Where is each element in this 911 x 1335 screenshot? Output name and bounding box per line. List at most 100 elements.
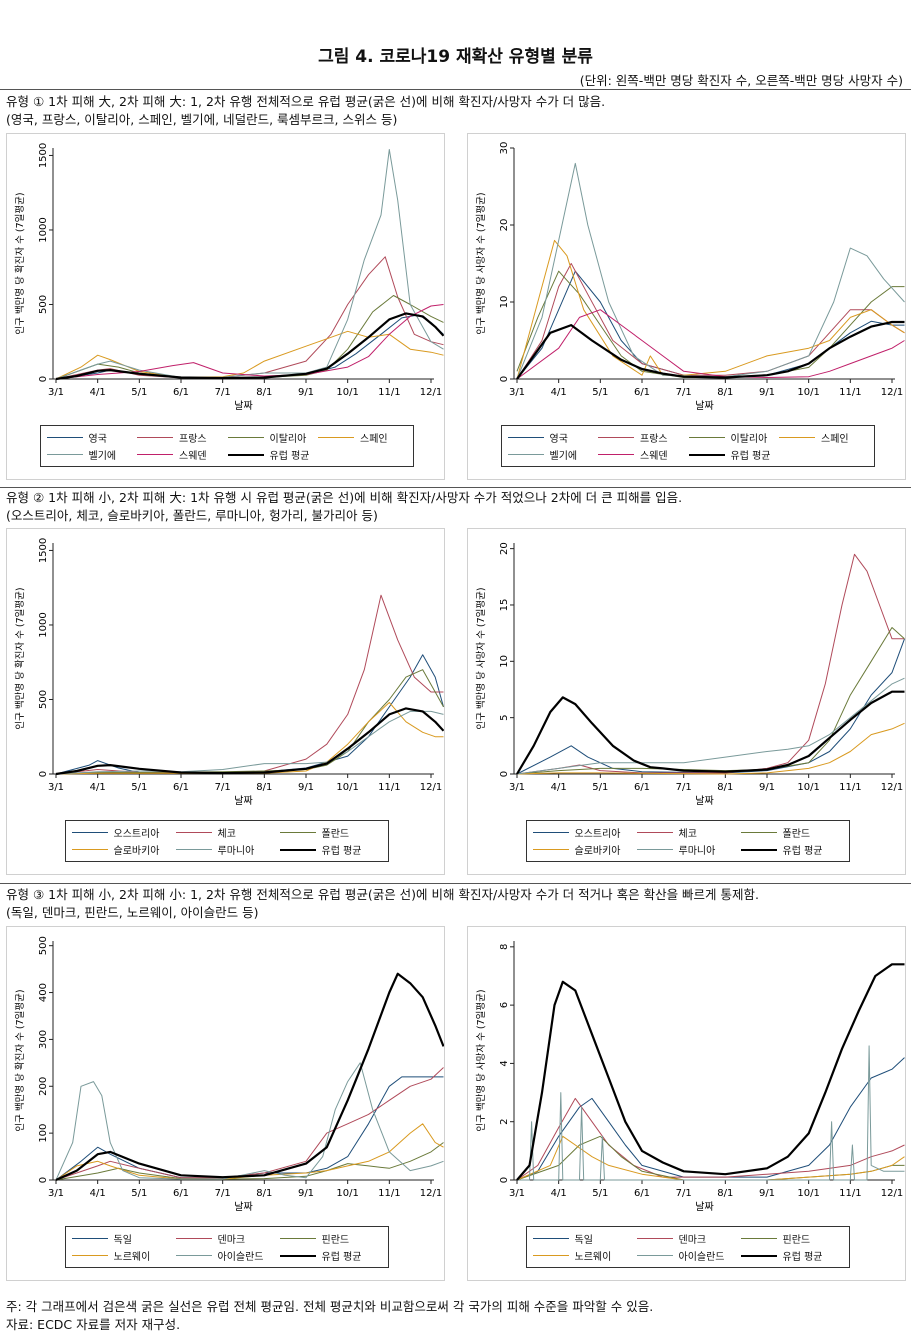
legend-item: 영국 xyxy=(507,430,568,445)
y-axis-label: 인구 백만명 당 사망자 수 (7일평균) xyxy=(476,587,487,729)
chart-svg: 0 500 1000 1500 인구 백만명 당 확진자 수 (7일평균) 3/1 4/1 5… xyxy=(14,143,445,412)
legend-swatch xyxy=(71,849,108,850)
x-tick-label: 12/1 xyxy=(420,1188,442,1199)
section-3-text-2: (독일, 덴마크, 핀란드, 노르웨이, 아이슬란드 등) xyxy=(6,905,259,920)
legend-label: 핀란드 xyxy=(782,1235,811,1246)
legend-label: 유럽 평균 xyxy=(269,451,310,462)
legend-item: 핀란드 xyxy=(740,1231,811,1246)
x-tick-label: 7/1 xyxy=(676,387,692,398)
legend-swatch xyxy=(279,1254,316,1257)
legend-swatch xyxy=(279,848,316,851)
y-axis-label: 인구 백만명 당 사망자 수 (7일평균) xyxy=(476,989,487,1131)
series-line-체코 xyxy=(55,594,444,775)
y-tick-label: 1000 xyxy=(38,217,49,242)
legend-item: 유럽 평균 xyxy=(227,447,310,462)
legend-label: 스페인 xyxy=(821,434,849,445)
chart-legend: 오스트리아 체코 폴란드 슬로바키아 루마니아 유럽 평균 xyxy=(525,820,850,862)
x-tick-label: 8/1 xyxy=(256,387,272,398)
y-tick-label: 500 xyxy=(38,936,49,955)
x-tick-label: 9/1 xyxy=(298,782,314,793)
y-tick-label: 400 xyxy=(38,983,49,1002)
x-tick-label: 8/1 xyxy=(717,782,733,793)
legend-label: 벨기에 xyxy=(549,451,578,462)
series-line-루마니아 xyxy=(55,710,444,775)
legend-item: 프랑스 xyxy=(598,430,668,445)
legend-item: 유럽 평균 xyxy=(740,1248,822,1263)
legend-item: 폴란드 xyxy=(740,825,810,840)
legend-label: 이탈리아 xyxy=(730,434,768,445)
legend-swatch xyxy=(227,453,264,456)
legend-label: 체코 xyxy=(217,829,236,840)
legend-item: 이탈리아 xyxy=(227,430,306,445)
unit-note: (단위: 왼쪽-백만 명당 확진자 수, 오른쪽-백만 명당 사망자 수) xyxy=(579,73,903,88)
legend-label: 덴마크 xyxy=(678,1235,707,1246)
legend-swatch xyxy=(318,437,354,438)
legend-label: 유럽 평균 xyxy=(730,451,771,462)
y-tick-label: 8 xyxy=(499,944,510,950)
legend-item: 체코 xyxy=(175,825,236,840)
series-line-오스트리아 xyxy=(516,638,905,775)
x-axis-label: 날짜 xyxy=(234,1201,252,1213)
x-tick-label: 10/1 xyxy=(336,1188,358,1199)
x-tick-label: 7/1 xyxy=(215,782,231,793)
y-tick-label: 2 xyxy=(499,1119,510,1125)
x-tick-label: 4/1 xyxy=(551,782,567,793)
legend-item: 스웨덴 xyxy=(598,447,668,462)
y-tick-label: 20 xyxy=(499,219,510,232)
legend-item: 유럽 평균 xyxy=(279,842,362,857)
chart-legend: 독일 덴마크 핀란드 노르웨이 아이슬란드 유럽 평균 xyxy=(64,1226,389,1268)
x-tick-label: 11/1 xyxy=(839,387,861,398)
series-line-유럽 평균 xyxy=(55,707,445,776)
legend-item: 슬로바키아 xyxy=(532,842,621,857)
x-tick-label: 5/1 xyxy=(592,782,608,793)
series-line-오스트리아 xyxy=(55,654,444,775)
series-line-유럽 평균 xyxy=(55,312,445,381)
y-tick-label: 0 xyxy=(499,376,510,382)
x-tick-label: 8/1 xyxy=(256,782,272,793)
x-tick-label: 9/1 xyxy=(759,782,775,793)
legend-swatch xyxy=(71,1255,108,1256)
legend-item: 폴란드 xyxy=(279,825,349,840)
section-2-text-2: (오스트리아, 체코, 슬로바키아, 폴란드, 루마니아, 헝가리, 불가리아 … xyxy=(6,508,378,523)
x-tick-label: 7/1 xyxy=(215,1188,231,1199)
chart-type1-deaths: 0 10 20 30 인구 백만명 당 사망자 수 (7일평균) 3/1 4/1 5/1 6/1… xyxy=(467,133,906,480)
x-axis-label: 날짜 xyxy=(695,1201,713,1213)
y-tick-label: 30 xyxy=(499,142,510,155)
x-tick-label: 11/1 xyxy=(839,1188,861,1199)
series-line-아이슬란드 xyxy=(517,1045,905,1181)
legend-label: 루마니아 xyxy=(217,846,255,857)
x-tick-label: 12/1 xyxy=(881,387,903,398)
x-tick-label: 10/1 xyxy=(797,782,819,793)
series-line-유럽 평균 xyxy=(516,320,905,380)
x-tick-label: 4/1 xyxy=(551,1188,567,1199)
legend-label: 루마니아 xyxy=(678,846,716,857)
legend-label: 프랑스 xyxy=(640,434,668,445)
series-line-독일 xyxy=(516,1057,905,1181)
series-line-스웨덴 xyxy=(516,309,905,380)
legend-swatch xyxy=(46,454,83,455)
x-tick-label: 4/1 xyxy=(90,782,106,793)
legend-item: 오스트리아 xyxy=(532,825,621,840)
legend-swatch xyxy=(636,849,673,850)
legend-label: 오스트리아 xyxy=(113,829,160,840)
x-axis-label: 날짜 xyxy=(234,795,252,807)
y-axis-label: 인구 백만명 당 확진자 수 (7일평균) xyxy=(14,192,26,334)
source-note: 자료: ECDC 자료를 저자 재구성. xyxy=(6,1317,181,1332)
legend-item: 유럽 평균 xyxy=(688,447,771,462)
legend-swatch xyxy=(175,849,212,850)
legend-item: 노르웨이 xyxy=(71,1248,150,1263)
series-line-체코 xyxy=(516,553,905,775)
legend-label: 유럽 평균 xyxy=(321,846,362,857)
legend-label: 유럽 평균 xyxy=(321,1252,362,1263)
legend-swatch xyxy=(507,437,544,438)
legend-item: 오스트리아 xyxy=(71,825,160,840)
chart-legend: 독일 덴마크 핀란드 노르웨이 아이슬란드 유럽 평균 xyxy=(525,1226,850,1268)
chart-type2-cases: 0 500 1000 1500 인구 백만명 당 확진자 수 (7일평균) 3/1 4/1 5… xyxy=(6,528,445,875)
x-tick-label: 12/1 xyxy=(420,387,442,398)
legend-item: 프랑스 xyxy=(137,430,207,445)
x-tick-label: 6/1 xyxy=(634,387,650,398)
series-line-영국 xyxy=(516,270,905,380)
x-tick-label: 7/1 xyxy=(215,387,231,398)
x-tick-label: 8/1 xyxy=(717,387,733,398)
